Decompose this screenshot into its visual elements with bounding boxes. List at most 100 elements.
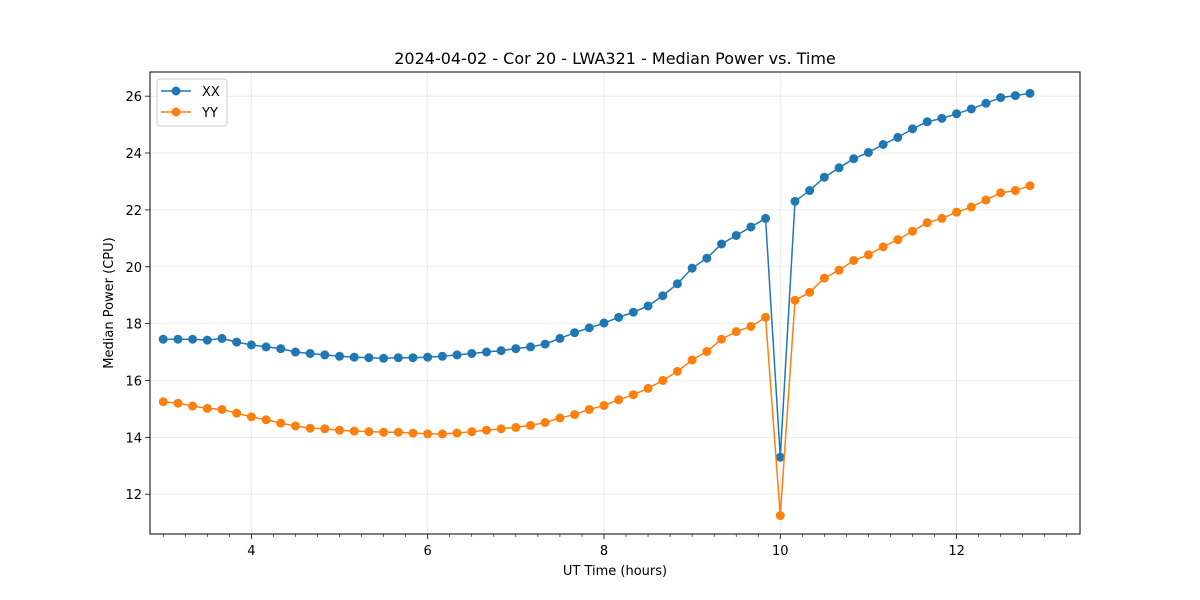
data-point-yy xyxy=(379,427,389,437)
data-point-yy xyxy=(217,404,227,414)
x-tick-label: 6 xyxy=(424,544,432,559)
grid xyxy=(150,72,1080,534)
data-point-xx xyxy=(952,109,962,119)
legend-marker-yy xyxy=(171,107,181,117)
data-point-xx xyxy=(320,350,330,360)
data-point-xx xyxy=(305,348,315,358)
data-point-yy xyxy=(658,375,668,385)
data-point-xx xyxy=(761,213,771,223)
data-point-xx xyxy=(746,222,756,232)
data-point-xx xyxy=(349,352,359,362)
data-point-yy xyxy=(937,213,947,223)
data-point-yy xyxy=(555,413,565,423)
data-point-xx xyxy=(614,312,624,322)
data-point-xx xyxy=(599,318,609,328)
data-point-xx xyxy=(981,98,991,108)
data-point-yy xyxy=(570,410,580,420)
legend-label-yy: YY xyxy=(201,106,218,121)
data-point-yy xyxy=(908,226,918,236)
data-point-yy xyxy=(952,207,962,217)
data-point-yy xyxy=(790,295,800,305)
data-point-yy xyxy=(1025,181,1035,191)
data-point-yy xyxy=(408,428,418,438)
data-point-yy xyxy=(731,327,741,337)
data-point-xx xyxy=(364,353,374,363)
data-point-xx xyxy=(290,347,300,357)
data-point-yy xyxy=(246,412,256,422)
y-tick-label: 26 xyxy=(125,90,142,105)
data-point-xx xyxy=(232,337,242,347)
data-point-yy xyxy=(834,265,844,275)
data-point-xx xyxy=(716,239,726,249)
data-point-xx xyxy=(408,353,418,363)
data-point-xx xyxy=(819,172,829,182)
plot-frame xyxy=(149,71,1081,535)
data-point-yy xyxy=(716,334,726,344)
data-point-xx xyxy=(217,333,227,343)
x-axis: 4 6 8 10 12 xyxy=(162,534,1068,559)
data-point-yy xyxy=(305,423,315,433)
legend-marker-xx xyxy=(171,86,181,96)
data-point-xx xyxy=(878,139,888,149)
data-point-xx xyxy=(628,307,638,317)
data-point-yy xyxy=(599,400,609,410)
data-point-xx xyxy=(1025,88,1035,98)
data-point-yy xyxy=(687,355,697,365)
data-point-xx xyxy=(908,124,918,134)
data-point-yy xyxy=(1010,186,1020,196)
data-point-xx xyxy=(496,346,506,356)
data-point-yy xyxy=(643,383,653,393)
y-axis-title: Median Power (CPU) xyxy=(102,237,117,368)
data-point-xx xyxy=(672,279,682,289)
series-line-xx xyxy=(163,92,1031,458)
data-point-yy xyxy=(437,429,447,439)
series-yy xyxy=(158,181,1035,521)
data-point-xx xyxy=(1010,91,1020,101)
data-point-yy xyxy=(393,427,403,437)
data-point-yy xyxy=(188,401,198,411)
series-layer xyxy=(158,88,1035,521)
data-point-xx xyxy=(996,93,1006,103)
data-point-yy xyxy=(496,424,506,434)
data-point-xx xyxy=(437,351,447,361)
data-point-xx xyxy=(658,291,668,301)
data-point-xx xyxy=(467,348,477,358)
legend-label-xx: XX xyxy=(202,85,220,100)
y-tick-label: 16 xyxy=(125,374,142,389)
data-point-yy xyxy=(628,390,638,400)
data-point-yy xyxy=(320,424,330,434)
data-point-yy xyxy=(746,321,756,331)
data-point-xx xyxy=(158,334,168,344)
data-point-xx xyxy=(584,323,594,333)
data-point-xx xyxy=(393,353,403,363)
data-point-xx xyxy=(173,334,183,344)
x-tick-label: 8 xyxy=(600,544,608,559)
data-point-yy xyxy=(452,428,462,438)
data-point-xx xyxy=(966,104,976,114)
y-tick-label: 20 xyxy=(125,261,142,276)
data-point-xx xyxy=(570,328,580,338)
data-point-yy xyxy=(540,418,550,428)
data-point-yy xyxy=(863,250,873,260)
data-point-xx xyxy=(379,353,389,363)
data-point-yy xyxy=(526,420,536,430)
data-point-yy xyxy=(481,425,491,435)
data-point-xx xyxy=(261,342,271,352)
data-point-yy xyxy=(511,422,521,432)
data-point-xx xyxy=(893,132,903,142)
data-point-xx xyxy=(922,117,932,127)
data-point-yy xyxy=(349,426,359,436)
data-point-xx xyxy=(511,344,521,354)
data-point-yy xyxy=(922,218,932,228)
data-point-yy xyxy=(158,397,168,407)
series-xx xyxy=(158,88,1035,462)
data-point-yy xyxy=(981,195,991,205)
data-point-xx xyxy=(202,335,212,345)
data-point-yy xyxy=(232,408,242,418)
data-point-yy xyxy=(261,415,271,425)
chart-title: 2024-04-02 - Cor 20 - LWA321 - Median Po… xyxy=(394,49,836,68)
y-tick-label: 18 xyxy=(125,318,142,333)
data-point-xx xyxy=(702,253,712,263)
data-point-yy xyxy=(761,312,771,322)
